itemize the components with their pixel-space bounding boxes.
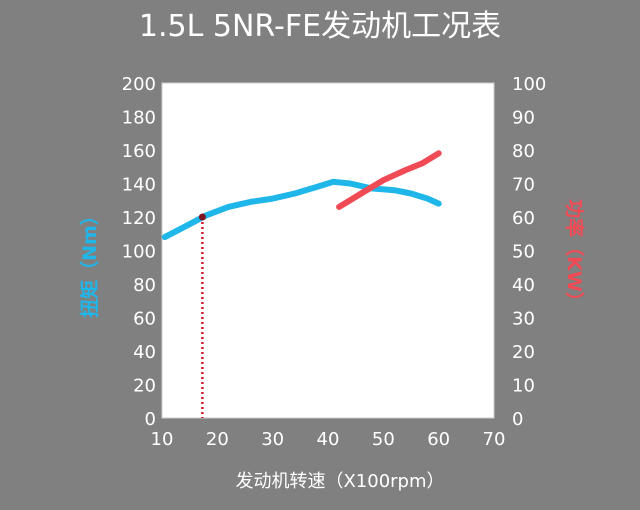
y-right-tick-label: 90 [512, 108, 535, 129]
y-right-tick-label: 10 [512, 376, 535, 397]
x-tick-label: 60 [427, 429, 450, 450]
y-right-tick-label: 20 [512, 342, 535, 363]
series-group [161, 150, 442, 241]
y-left-axis-label: 扭矩（Nm） [78, 206, 101, 318]
x-tick-label: 40 [317, 429, 340, 450]
y-right-tick-label: 80 [512, 141, 535, 162]
plot-area [161, 82, 495, 419]
y-right-axis-label-group: 功率（KW） [563, 199, 586, 311]
y-right-tick-label: 30 [512, 309, 535, 330]
y-right-tick-label: 50 [512, 242, 535, 263]
y-left-tick-label: 0 [145, 409, 156, 430]
x-tick-label: 10 [151, 429, 174, 450]
power-series-line [336, 150, 442, 210]
y-left-tick-label: 40 [133, 342, 156, 363]
annotation-text: 120Nm的扭矩 [240, 259, 358, 280]
annotation-group: 1800转时就达到了 120Nm的扭矩 [198, 213, 367, 418]
y-left-tick-label: 120 [122, 208, 156, 229]
y-left-tick-label: 160 [122, 141, 156, 162]
y-left-tick-label: 140 [122, 175, 156, 196]
y-left-tick-label: 20 [133, 376, 156, 397]
annotation-marker [198, 213, 206, 221]
y-right-axis-label: 功率（KW） [563, 199, 586, 311]
y-left-tick-label: 80 [133, 275, 156, 296]
y-left-tick-label: 100 [122, 242, 156, 263]
torque-series-line [161, 178, 442, 241]
y-left-tick-label: 180 [122, 108, 156, 129]
x-tick-label: 70 [483, 429, 506, 450]
x-axis-label: 发动机转速（X100rpm） [235, 471, 444, 492]
annotation-text: 1800转时就达到了 [218, 224, 367, 245]
chart-title: 1.5L 5NR-FE发动机工况表 [139, 9, 501, 44]
y-right-tick-label: 100 [512, 74, 546, 95]
y-right-tick-label: 60 [512, 208, 535, 229]
y-left-tick-label: 200 [122, 74, 156, 95]
x-tick-label: 20 [206, 429, 229, 450]
x-tick-label: 50 [372, 429, 395, 450]
y-right-tick-label: 40 [512, 275, 535, 296]
y-left-tick-label: 60 [133, 309, 156, 330]
x-tick-label: 30 [261, 429, 284, 450]
y-left-axis-label-group: 扭矩（Nm） [78, 206, 101, 318]
y-right-tick-label: 0 [512, 409, 523, 430]
y-right-tick-label: 70 [512, 175, 535, 196]
x-tick-labels: 10 20 30 40 50 60 70 [151, 429, 506, 450]
